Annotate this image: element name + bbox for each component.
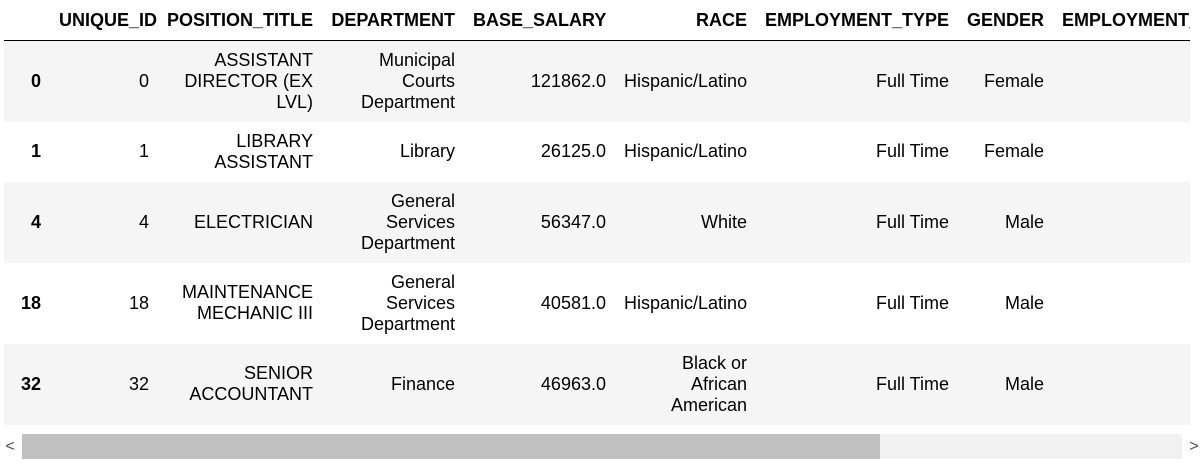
row-index: 18 — [20, 292, 41, 313]
cell-employment-status — [1053, 122, 1190, 182]
row-index: 32 — [20, 373, 41, 394]
cell-unique-id: 18 — [128, 292, 149, 313]
table-row: 4 4 ELECTRICIAN General Services Departm… — [4, 181, 1190, 263]
cell-employment-type: Full Time — [875, 211, 949, 232]
cell-base-salary: 46963.0 — [540, 373, 606, 394]
cell-employment-type: Full Time — [875, 373, 949, 394]
cell-department: General Services Department — [360, 271, 455, 334]
scroll-left-icon[interactable]: < — [5, 438, 15, 455]
cell-department: General Services Department — [360, 190, 455, 253]
cell-gender: Female — [983, 141, 1044, 161]
cell-gender: Male — [1004, 211, 1044, 232]
cell-department: Municipal Courts Department — [360, 49, 455, 112]
table-row: 18 18 MAINTENANCE MECHANIC III General S… — [4, 262, 1190, 344]
header-department: DEPARTMENT — [322, 0, 464, 41]
cell-base-salary: 121862.0 — [530, 70, 606, 91]
header-unique-id: UNIQUE_ID — [50, 0, 158, 41]
scrollbar-thumb[interactable] — [22, 434, 880, 459]
cell-position-title: LIBRARY ASSISTANT — [214, 130, 313, 172]
cell-position-title: ELECTRICIAN — [193, 211, 313, 232]
cell-unique-id: 1 — [138, 141, 149, 161]
header-employment-status: EMPLOYMENT_ — [1053, 0, 1190, 41]
header-index — [4, 0, 50, 41]
cell-base-salary: 26125.0 — [540, 141, 606, 161]
header-base-salary: BASE_SALARY — [464, 0, 615, 41]
table-header-row: UNIQUE_ID POSITION_TITLE DEPARTMENT BASE… — [4, 0, 1190, 41]
row-index: 4 — [30, 211, 41, 232]
cell-department: Library — [399, 141, 455, 161]
scroll-right-icon[interactable]: > — [1189, 438, 1199, 455]
header-gender: GENDER — [958, 0, 1053, 41]
cell-employment-status — [1053, 344, 1190, 425]
dataframe-table: UNIQUE_ID POSITION_TITLE DEPARTMENT BASE… — [4, 0, 1190, 425]
row-index: 0 — [30, 70, 41, 91]
cell-employment-status — [1053, 41, 1190, 122]
cell-department: Finance — [390, 373, 455, 394]
cell-unique-id: 32 — [128, 373, 149, 394]
cell-position-title: MAINTENANCE MECHANIC III — [181, 282, 313, 323]
cell-employment-type: Full Time — [875, 70, 949, 91]
cell-race: Hispanic/Latino — [624, 292, 748, 313]
cell-gender: Male — [1004, 292, 1044, 313]
cell-position-title: SENIOR ACCOUNTANT — [189, 363, 313, 404]
cell-employment-status — [1053, 182, 1190, 263]
cell-race: Hispanic/Latino — [624, 70, 748, 91]
cell-unique-id: 4 — [138, 211, 149, 232]
table-row: 0 0 ASSISTANT DIRECTOR (EX LVL) Municipa… — [4, 40, 1190, 122]
dataframe-output: UNIQUE_ID POSITION_TITLE DEPARTMENT BASE… — [4, 0, 1190, 430]
cell-race: Black or African American — [670, 352, 747, 415]
cell-base-salary: 56347.0 — [540, 211, 606, 232]
cell-base-salary: 40581.0 — [540, 292, 606, 313]
table-row: 1 1 LIBRARY ASSISTANT Library 26125.0 Hi… — [4, 121, 1190, 182]
row-index: 1 — [30, 141, 41, 161]
table-row: 32 32 SENIOR ACCOUNTANT Finance 46963.0 … — [4, 343, 1190, 425]
cell-gender: Female — [983, 70, 1044, 91]
cell-employment-status — [1053, 263, 1190, 344]
header-position-title: POSITION_TITLE — [158, 0, 322, 41]
cell-employment-type: Full Time — [875, 292, 949, 313]
cell-gender: Male — [1004, 373, 1044, 394]
cell-position-title: ASSISTANT DIRECTOR (EX LVL) — [184, 49, 313, 112]
header-employment-type: EMPLOYMENT_TYPE — [756, 0, 958, 41]
cell-unique-id: 0 — [138, 70, 149, 91]
cell-race: White — [700, 211, 747, 232]
horizontal-scrollbar[interactable]: < > — [0, 432, 1204, 460]
cell-race: Hispanic/Latino — [624, 141, 748, 161]
cell-employment-type: Full Time — [875, 141, 949, 161]
header-race: RACE — [615, 0, 756, 41]
